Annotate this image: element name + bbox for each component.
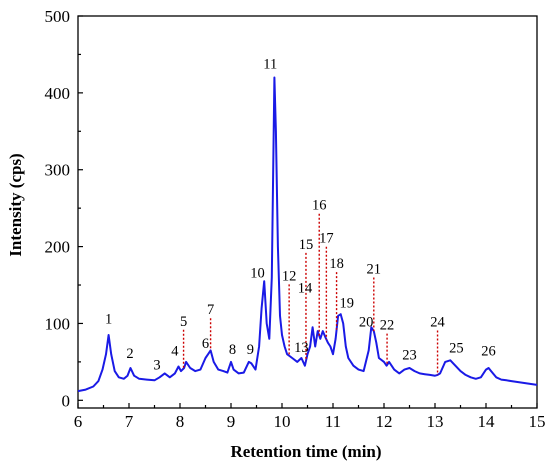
peak-label-6: 6 — [202, 336, 209, 352]
peak-label-15: 15 — [299, 237, 314, 253]
y-tick-label: 200 — [45, 238, 71, 257]
peak-label-14: 14 — [298, 281, 313, 297]
peak-label-3: 3 — [153, 358, 160, 374]
x-tick-label: 14 — [478, 412, 496, 431]
peak-label-12: 12 — [282, 268, 297, 284]
peak-label-1: 1 — [105, 311, 112, 327]
peak-guide-layer — [182, 213, 439, 375]
peak-label-21: 21 — [367, 261, 382, 277]
x-tick-label: 15 — [529, 412, 546, 431]
y-tick-label: 500 — [45, 7, 71, 26]
peak-label-25: 25 — [449, 341, 464, 357]
peak-label-7: 7 — [207, 302, 214, 318]
peak-label-8: 8 — [229, 342, 236, 358]
peak-label-2: 2 — [126, 346, 133, 362]
peak-label-16: 16 — [312, 198, 327, 214]
peak-label-9: 9 — [247, 342, 254, 358]
x-tick-label: 13 — [427, 412, 444, 431]
peak-label-22: 22 — [380, 318, 395, 334]
peak-label-5: 5 — [180, 314, 187, 330]
peak-label-24: 24 — [430, 315, 445, 331]
x-tick-label: 11 — [325, 412, 341, 431]
trace-layer — [77, 76, 538, 393]
peak-label-11: 11 — [263, 56, 277, 72]
peak-label-26: 26 — [481, 344, 496, 360]
x-tick-label: 8 — [176, 412, 185, 431]
peak-label-13: 13 — [294, 340, 309, 356]
x-tick-label: 9 — [227, 412, 236, 431]
x-tick-label: 6 — [74, 412, 83, 431]
peak-label-20: 20 — [359, 315, 374, 331]
peak-label-19: 19 — [340, 295, 355, 311]
y-tick-label: 400 — [45, 84, 71, 103]
y-tick-label: 0 — [62, 391, 71, 410]
x-tick-label: 10 — [274, 412, 291, 431]
y-tick-label: 300 — [45, 161, 71, 180]
y-axis-title: Intensity (cps) — [6, 153, 25, 256]
x-tick-label: 7 — [125, 412, 134, 431]
chromatogram-trace — [77, 76, 538, 393]
peak-label-17: 17 — [319, 231, 334, 247]
x-tick-label: 12 — [376, 412, 393, 431]
peak-label-10: 10 — [250, 265, 265, 281]
peak-label-18: 18 — [329, 256, 344, 272]
peak-label-23: 23 — [402, 348, 417, 364]
peak-label-4: 4 — [171, 344, 179, 360]
x-axis-title: Retention time (min) — [230, 442, 381, 461]
y-tick-label: 100 — [45, 314, 71, 333]
